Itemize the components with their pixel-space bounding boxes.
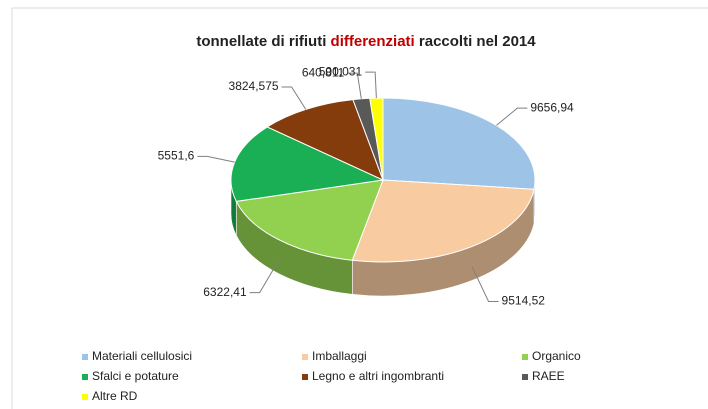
leader-line <box>496 107 528 126</box>
legend-label: Sfalci e potature <box>92 369 179 383</box>
data-label: 5551,6 <box>158 149 195 163</box>
slice <box>230 126 385 202</box>
legend-label: Imballaggi <box>312 349 367 363</box>
legend-label: Altre RD <box>92 389 138 403</box>
legend-label: Legno e altri ingombranti <box>312 369 444 383</box>
data-label: 500,031 <box>319 64 363 78</box>
leader-line <box>197 155 235 163</box>
data-label: 6322,41 <box>203 285 247 299</box>
leader-line <box>249 259 280 294</box>
legend-swatch <box>82 394 88 400</box>
chart-title: tonnellate di rifiuti differenziati racc… <box>196 33 536 50</box>
leader-line <box>347 72 362 99</box>
data-label: 640,811 <box>302 65 345 79</box>
legend-swatch <box>522 354 528 360</box>
legend-swatch <box>302 374 308 380</box>
leader-line <box>365 71 377 99</box>
legend-swatch <box>82 374 88 380</box>
data-label: 9514,52 <box>502 294 546 308</box>
title-part: tonnellate di rifiuti <box>196 33 330 50</box>
data-label: 9656,94 <box>530 100 574 114</box>
slice <box>235 179 384 261</box>
leader-line <box>471 266 499 302</box>
legend-swatch <box>82 354 88 360</box>
data-label: 3824,575 <box>229 79 279 93</box>
title-part: raccolti nel 2014 <box>415 33 537 50</box>
title-highlight: differenziati <box>331 33 415 50</box>
legend-label: Organico <box>532 349 581 363</box>
legend-label: Materiali cellulosici <box>92 349 192 363</box>
slice <box>351 179 535 263</box>
legend-swatch <box>522 374 528 380</box>
legend-label: RAEE <box>532 369 565 383</box>
slice <box>266 99 384 181</box>
slice <box>382 97 536 190</box>
legend-swatch <box>302 354 308 360</box>
leader-line <box>281 86 307 110</box>
